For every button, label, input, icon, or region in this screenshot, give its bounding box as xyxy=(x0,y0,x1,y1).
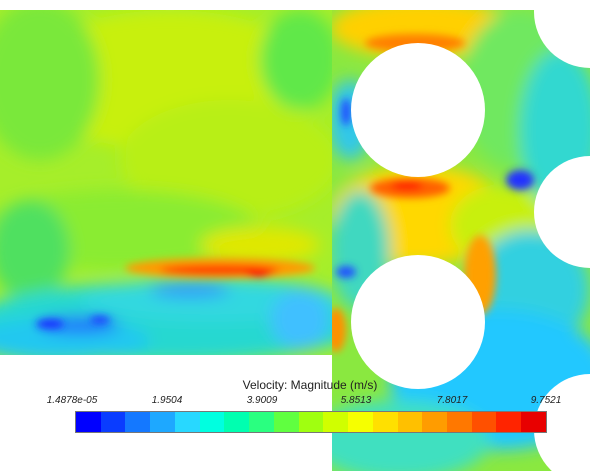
colormap-legend-bar xyxy=(75,411,547,433)
right-flow-region xyxy=(332,10,590,471)
left-flow-region xyxy=(0,10,332,355)
colormap-swatch xyxy=(471,412,497,432)
tube-obstacle-right-top xyxy=(534,10,590,68)
colormap-swatch xyxy=(323,412,349,432)
colormap-swatch xyxy=(100,412,126,432)
colormap-swatch xyxy=(273,412,299,432)
tube-obstacle-right-bottom xyxy=(534,374,590,471)
legend-tick-label: 7.8017 xyxy=(436,395,468,406)
tube-obstacle-bottom xyxy=(351,255,485,389)
legend-title: Velocity: Magnitude (m/s) xyxy=(242,378,378,392)
colormap-swatch xyxy=(298,412,324,432)
colormap-swatch xyxy=(76,412,101,432)
colormap-swatch xyxy=(496,412,522,432)
tube-obstacle-right-middle xyxy=(534,156,590,268)
colormap-swatch xyxy=(447,412,472,432)
legend-tick-label: 1.9504 xyxy=(151,395,183,406)
colormap-swatch xyxy=(521,412,546,432)
legend-tick-label: 5.8513 xyxy=(340,395,372,406)
colormap-swatch xyxy=(125,412,151,432)
colormap-swatch xyxy=(348,412,373,432)
colormap-swatch xyxy=(199,412,225,432)
legend-tick-label: 3.9009 xyxy=(246,395,278,406)
colormap-swatch xyxy=(224,412,250,432)
colormap-swatch xyxy=(150,412,175,432)
colormap-swatch xyxy=(397,412,423,432)
legend-tick-label: 1.4878e-05 xyxy=(46,395,98,406)
tube-obstacle-top xyxy=(351,43,485,177)
colormap-swatch xyxy=(422,412,448,432)
colormap-swatch xyxy=(249,412,274,432)
colormap-swatch xyxy=(372,412,398,432)
legend-tick-label: 9.7521 xyxy=(530,395,562,406)
colormap-swatch xyxy=(174,412,200,432)
